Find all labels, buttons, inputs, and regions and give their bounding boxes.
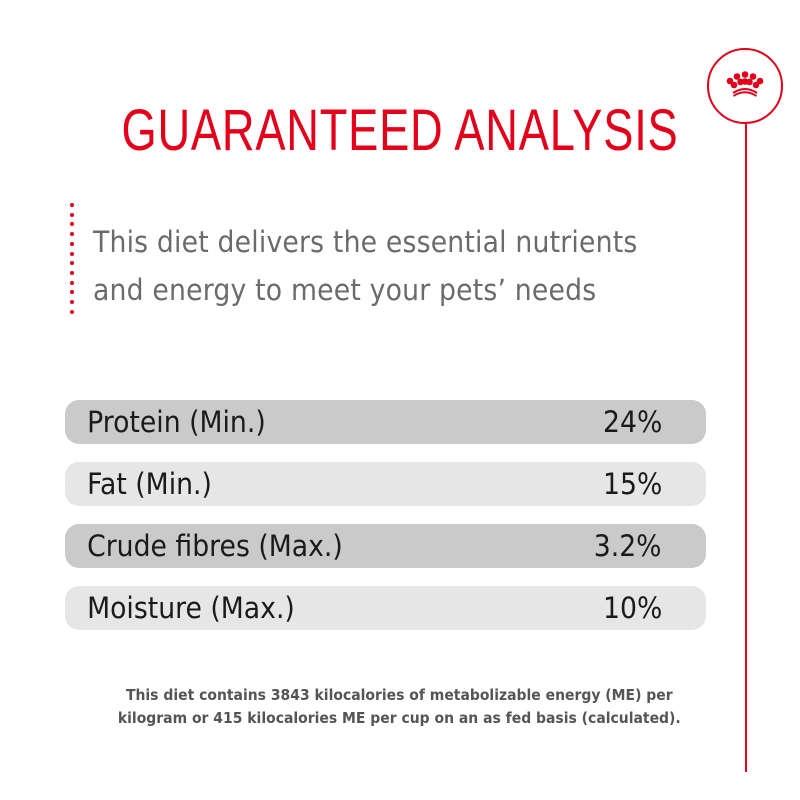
analysis-label: Moisture (Max.) bbox=[87, 591, 295, 625]
dot bbox=[70, 241, 74, 246]
dotted-line-decoration bbox=[70, 203, 74, 315]
dot bbox=[70, 212, 74, 217]
decorative-vertical-line bbox=[745, 124, 747, 772]
dot bbox=[70, 280, 74, 285]
dot bbox=[70, 222, 74, 227]
analysis-label: Fat (Min.) bbox=[87, 467, 212, 501]
intro-line-2: and energy to meet your pets’ needs bbox=[93, 273, 597, 307]
analysis-value: 15% bbox=[602, 467, 662, 501]
dot bbox=[70, 261, 74, 266]
analysis-row-moisture: Moisture (Max.) 10% bbox=[65, 586, 706, 630]
analysis-label: Crude fibres (Max.) bbox=[87, 529, 343, 563]
analysis-table: Protein (Min.) 24% Fat (Min.) 15% Crude … bbox=[65, 400, 706, 648]
footnote-line-2: kilogram or 415 kilocalories ME per cup … bbox=[117, 709, 681, 727]
brand-badge bbox=[707, 48, 783, 124]
analysis-value: 3.2% bbox=[594, 529, 662, 563]
analysis-value: 24% bbox=[602, 405, 662, 439]
calorie-footnote: This diet contains 3843 kilocalories of … bbox=[27, 684, 771, 730]
analysis-row-fat: Fat (Min.) 15% bbox=[65, 462, 706, 506]
dot bbox=[70, 309, 74, 314]
dot bbox=[70, 232, 74, 237]
footnote-line-1: This diet contains 3843 kilocalories of … bbox=[125, 686, 673, 704]
page-title: GUARANTEED ANALYSIS bbox=[121, 97, 679, 163]
analysis-label: Protein (Min.) bbox=[87, 405, 266, 439]
analysis-value: 10% bbox=[602, 591, 662, 625]
dot bbox=[70, 203, 74, 207]
dot bbox=[70, 300, 74, 304]
analysis-row-protein: Protein (Min.) 24% bbox=[65, 400, 706, 444]
intro-text: This diet delivers the essential nutrien… bbox=[93, 218, 663, 314]
dot bbox=[70, 251, 74, 256]
analysis-row-crude-fibres: Crude fibres (Max.) 3.2% bbox=[65, 524, 706, 568]
intro-line-1: This diet delivers the essential nutrien… bbox=[93, 225, 638, 259]
dot bbox=[70, 270, 74, 275]
dot bbox=[70, 290, 74, 295]
crown-icon bbox=[726, 71, 764, 97]
